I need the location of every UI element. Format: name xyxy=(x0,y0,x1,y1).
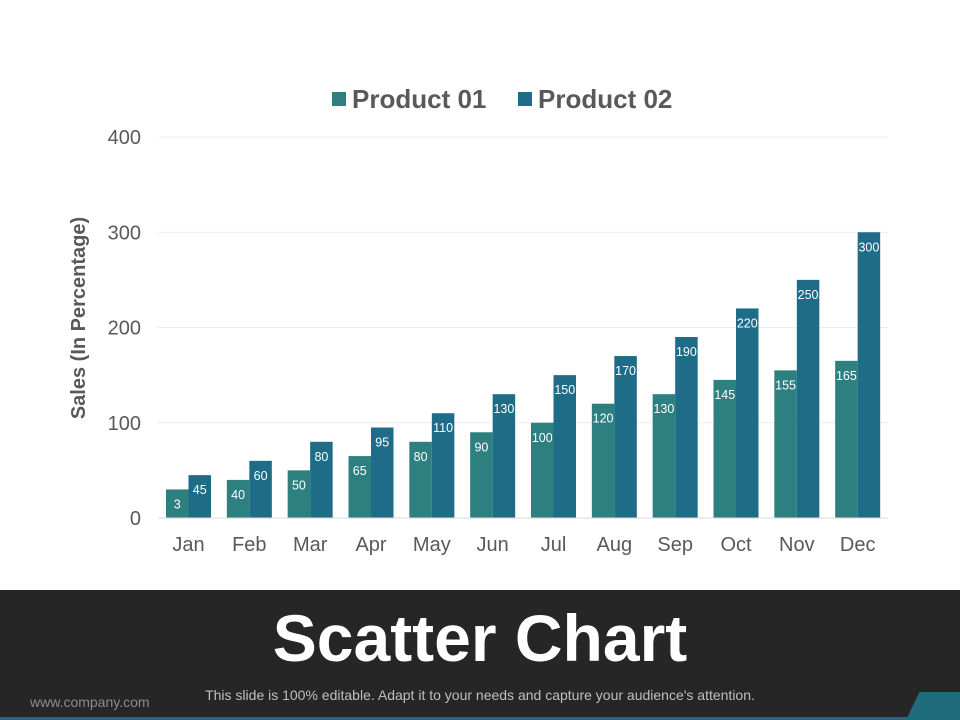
bar-product-01-jan xyxy=(166,489,189,518)
bar-product-01-nov xyxy=(774,370,797,518)
company-url[interactable]: www.company.com xyxy=(30,694,150,710)
y-tick-label: 400 xyxy=(108,127,141,149)
bar-product-01-mar xyxy=(287,470,311,518)
x-tick-label: Feb xyxy=(232,534,266,556)
bars xyxy=(166,232,881,518)
data-label: 145 xyxy=(714,388,735,402)
y-tick-label: 300 xyxy=(108,222,141,244)
data-label: 300 xyxy=(858,240,879,254)
y-axis-ticks: 0 100 200 300 400 xyxy=(108,127,141,530)
x-tick-label: Apr xyxy=(355,534,386,556)
bar-product-02-aug xyxy=(614,356,637,518)
bar-product-01-feb xyxy=(226,479,250,518)
bar-product-02-jul xyxy=(553,375,576,518)
data-label: 3 xyxy=(174,497,181,511)
bar-product-02-mar xyxy=(310,441,333,518)
legend-label: Product 02 xyxy=(538,84,672,114)
bar-product-01-dec xyxy=(835,360,858,518)
bar-product-02-feb xyxy=(249,460,272,518)
data-labels: 3 45 40 60 50 80 65 95 80 110 90 130 100 150 120 170 130… xyxy=(174,240,880,511)
bar-chart: 0 100 200 300 400 3 45 40 60 50 80 65 95 80 110 90 130 1… xyxy=(68,84,888,556)
bar-product-02-sep xyxy=(675,337,698,518)
x-tick-label: Jan xyxy=(172,534,204,556)
x-tick-label: Oct xyxy=(720,534,752,556)
data-label: 50 xyxy=(292,478,306,492)
bar-product-01-may xyxy=(409,441,432,518)
data-label: 40 xyxy=(231,488,245,502)
y-tick-label: 200 xyxy=(108,318,141,340)
bar-product-01-apr xyxy=(348,456,371,518)
y-tick-label: 100 xyxy=(108,413,141,435)
data-label: 60 xyxy=(254,469,268,483)
data-label: 250 xyxy=(798,288,819,302)
data-label: 170 xyxy=(615,364,636,378)
legend-swatch xyxy=(518,92,532,106)
footer-band: Scatter Chart www.company.com This slide… xyxy=(0,590,960,720)
gridlines xyxy=(158,136,888,424)
data-label: 165 xyxy=(836,369,857,383)
slide-subtitle: This slide is 100% editable. Adapt it to… xyxy=(205,687,755,703)
bottom-accent-strip xyxy=(0,717,960,720)
x-tick-label: Dec xyxy=(840,534,876,556)
bar-product-01-jul xyxy=(531,422,554,518)
bar-product-02-jan xyxy=(188,475,211,518)
bar-product-01-aug xyxy=(591,403,615,518)
slide-title: Scatter Chart xyxy=(272,601,688,675)
bar-product-01-jun xyxy=(470,432,493,518)
data-label: 65 xyxy=(353,464,367,478)
data-label: 80 xyxy=(314,450,328,464)
data-label: 190 xyxy=(676,345,697,359)
data-label: 155 xyxy=(775,378,796,392)
data-label: 45 xyxy=(193,483,207,497)
x-tick-label: Nov xyxy=(779,534,815,556)
x-tick-label: Mar xyxy=(293,534,328,556)
data-label: 80 xyxy=(414,450,428,464)
bar-product-01-sep xyxy=(652,394,676,518)
bar-product-02-dec xyxy=(857,232,881,518)
bar-product-01-oct xyxy=(713,379,736,518)
data-label: 110 xyxy=(433,421,453,435)
data-label: 130 xyxy=(653,402,674,416)
x-tick-label: Sep xyxy=(657,534,693,556)
legend: Product 01 Product 02 xyxy=(332,84,672,114)
data-label: 220 xyxy=(737,316,758,330)
bar-product-02-nov xyxy=(796,279,820,518)
x-tick-label: Aug xyxy=(597,534,633,556)
bar-product-02-apr xyxy=(371,427,394,518)
data-label: 100 xyxy=(532,431,553,445)
data-label: 95 xyxy=(375,436,389,450)
data-label: 120 xyxy=(593,412,614,426)
y-axis-label: Sales (In Percentage) xyxy=(68,217,90,419)
data-label: 90 xyxy=(474,440,488,454)
y-tick-label: 0 xyxy=(130,508,141,530)
data-label: 150 xyxy=(554,383,575,397)
x-tick-label: Jun xyxy=(477,534,509,556)
x-tick-label: Jul xyxy=(541,534,567,556)
legend-label: Product 01 xyxy=(352,84,486,114)
bar-product-02-jun xyxy=(492,394,516,518)
x-axis-ticks: Jan Feb Mar Apr May Jun Jul Aug Sep Oct Nov Dec xyxy=(172,534,875,556)
data-label: 130 xyxy=(493,402,514,416)
legend-swatch xyxy=(332,92,346,106)
x-tick-label: May xyxy=(413,534,451,556)
bar-product-02-oct xyxy=(736,308,759,518)
bar-product-02-may xyxy=(431,413,455,518)
